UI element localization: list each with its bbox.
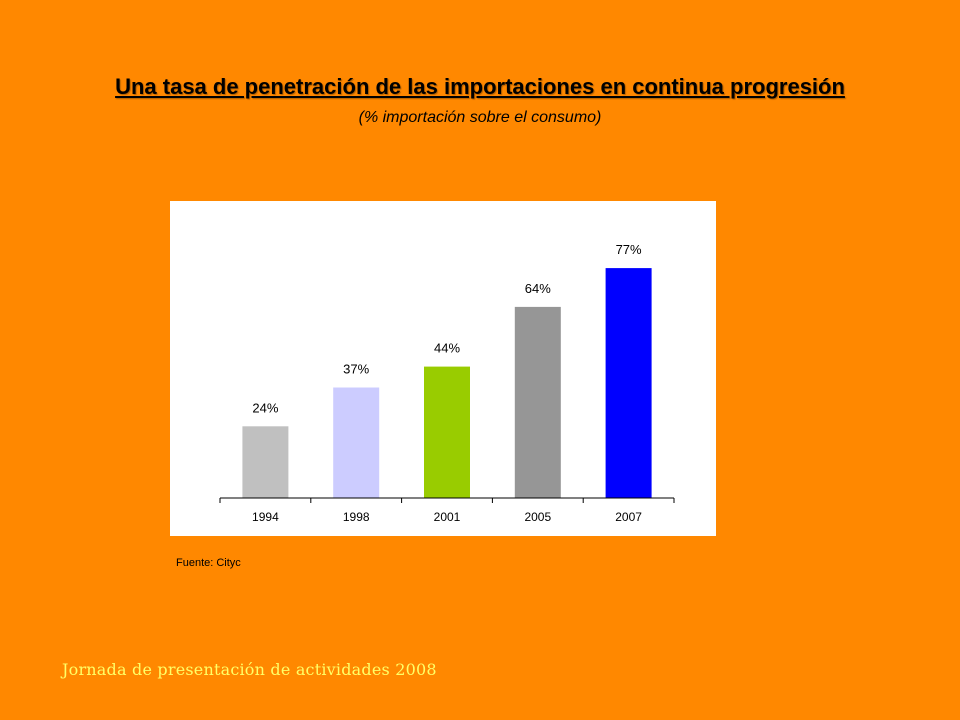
bar-2005 (514, 306, 561, 498)
data-label-2005: 64% (525, 281, 551, 296)
data-label-1998: 37% (343, 362, 369, 377)
x-tick-label-1998: 1998 (343, 510, 370, 524)
bar-2001 (424, 366, 470, 498)
slide-title: Una tasa de penetración de las importaci… (115, 74, 845, 99)
source-note: Fuente: Cityc (176, 557, 241, 569)
footer-text: Jornada de presentación de actividades 2… (62, 660, 437, 679)
data-label-1994: 24% (252, 400, 278, 415)
x-tick-label-2005: 2005 (524, 510, 551, 524)
x-tick-label-2001: 2001 (434, 510, 461, 524)
data-label-2007: 77% (616, 242, 642, 257)
x-tick-label-2007: 2007 (615, 510, 642, 524)
bar-1998 (333, 387, 380, 498)
chart-panel: 24% 1994 37% 1998 44% 2001 64% 2005 77% 2007 (170, 201, 716, 536)
bar-1994 (242, 426, 289, 498)
bar-chart: 24% 1994 37% 1998 44% 2001 64% 2005 77% 2007 (219, 242, 675, 524)
slide-subtitle: (% importación sobre el consumo) (358, 109, 602, 126)
data-label-2001: 44% (434, 341, 460, 356)
bar-2007 (605, 268, 652, 498)
x-tick-label-1994: 1994 (252, 510, 279, 524)
